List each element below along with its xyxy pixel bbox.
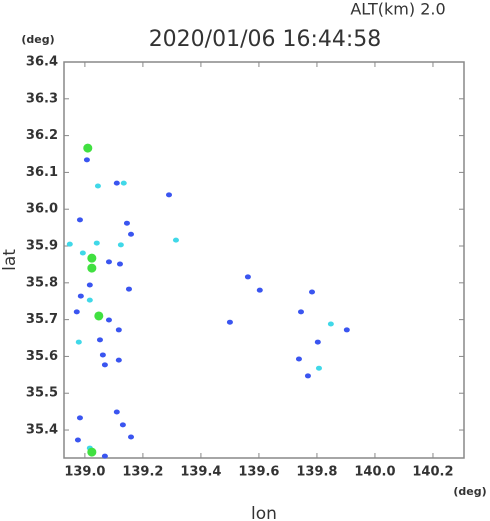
chart-title: 2020/01/06 16:44:58: [149, 27, 382, 52]
y-tick-label: 35.4: [26, 423, 58, 438]
echo-point: [172, 237, 179, 243]
echo-point: [113, 180, 120, 186]
echo-point: [79, 250, 86, 256]
echo-point: [94, 183, 101, 189]
y-tick-label: 36.3: [26, 91, 58, 106]
echo-point: [256, 287, 263, 293]
echo-point: [125, 286, 132, 292]
y-axis-label: lat: [0, 249, 20, 271]
y-tick-label: 35.6: [26, 349, 58, 364]
echo-point: [87, 447, 97, 457]
echo-point: [75, 339, 82, 345]
echo-point: [166, 192, 173, 198]
x-axis-label: lon: [251, 504, 277, 521]
echo-point: [96, 337, 103, 343]
x-tick-label: 139.6: [238, 465, 279, 480]
echo-point: [105, 259, 112, 265]
echo-point: [120, 180, 127, 186]
echo-point: [77, 293, 84, 299]
echo-point: [101, 362, 108, 368]
y-tick-label: 36.2: [26, 128, 58, 143]
echo-point: [87, 253, 97, 263]
echo-point: [314, 339, 321, 345]
echo-point: [327, 321, 334, 327]
echo-point: [86, 297, 93, 303]
echo-point: [76, 217, 83, 223]
echo-point: [297, 309, 304, 315]
echo-point: [117, 242, 124, 248]
echo-point: [343, 327, 350, 333]
echo-point: [116, 261, 123, 267]
echo-point: [226, 319, 233, 325]
x-tick-label: 140.0: [354, 465, 395, 480]
echo-point: [66, 241, 73, 247]
echo-point: [76, 415, 83, 421]
echo-point: [113, 409, 120, 415]
echo-point: [315, 365, 322, 371]
echo-point: [93, 240, 100, 246]
x-tick-label: 139.2: [122, 465, 163, 480]
y-tick-label: 35.8: [26, 275, 58, 290]
y-tick-label: 35.7: [26, 312, 58, 327]
echo-point: [94, 311, 104, 321]
echo-point: [83, 157, 90, 163]
y-unit: (deg): [21, 33, 54, 46]
echo-point: [73, 309, 80, 315]
x-tick-label: 139.4: [180, 465, 221, 480]
x-tick-label: 139.0: [64, 465, 105, 480]
x-tick-label: 140.2: [412, 465, 453, 480]
x-unit: (deg): [453, 485, 486, 498]
y-tick-label: 35.9: [26, 239, 58, 254]
echo-point: [101, 453, 108, 459]
echo-point: [105, 317, 112, 323]
echo-point: [304, 373, 311, 379]
echo-point: [119, 422, 126, 428]
x-tick-label: 139.8: [296, 465, 337, 480]
echo-point: [86, 282, 93, 288]
echo-point: [115, 357, 122, 363]
plot-frame: [63, 61, 465, 459]
echo-point: [295, 356, 302, 362]
y-tick-label: 36.0: [26, 202, 58, 217]
y-tick-label: 36.1: [26, 165, 58, 180]
echo-point: [74, 437, 81, 443]
echo-point: [99, 352, 106, 358]
echo-point: [309, 289, 316, 295]
echo-point: [128, 434, 135, 440]
y-tick-label: 35.5: [26, 386, 58, 401]
y-tick-label: 36.4: [26, 55, 58, 70]
echo-point: [123, 220, 130, 226]
echo-point: [115, 327, 122, 333]
echo-point: [128, 231, 135, 237]
altitude-label: ALT(km) 2.0: [350, 0, 445, 19]
echo-point: [83, 143, 93, 153]
echo-point: [87, 263, 97, 273]
echo-point: [244, 274, 251, 280]
